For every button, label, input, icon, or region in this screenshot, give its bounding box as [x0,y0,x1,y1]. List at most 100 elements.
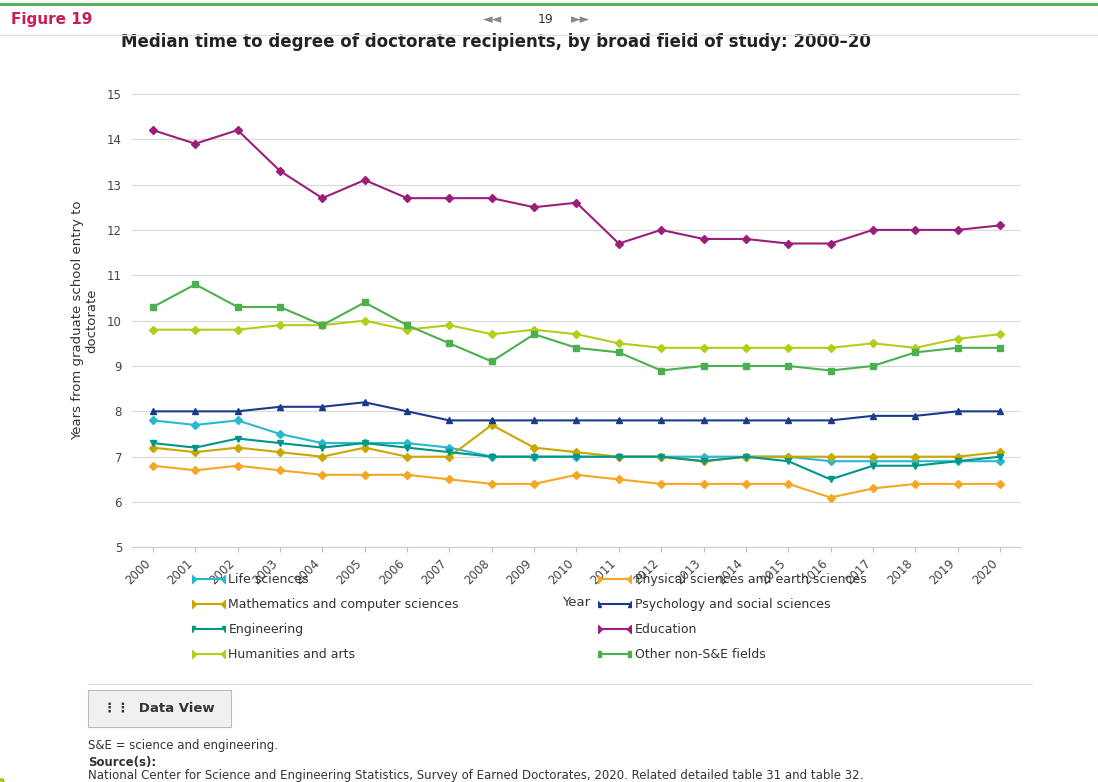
Physical sciences and earth sciences [782,479,795,489]
Education [273,167,287,176]
Mathematics and computer sciences [401,452,414,461]
Text: Source(s):: Source(s): [88,756,156,769]
Education [697,235,710,244]
Humanities and arts [866,339,879,348]
Text: Figure 19: Figure 19 [11,12,92,27]
Other non-S&E fields [994,343,1007,353]
Other non-S&E fields [231,303,244,312]
Engineering [909,461,922,471]
Engineering [189,443,202,452]
Engineering [951,457,964,466]
Psychology and social sciences [527,416,540,425]
Mathematics and computer sciences [866,452,879,461]
Text: Psychology and social sciences: Psychology and social sciences [635,598,830,611]
Other non-S&E fields [146,303,159,312]
Text: Life sciences: Life sciences [228,573,309,586]
Physical sciences and earth sciences [358,470,371,479]
Mathematics and computer sciences [316,452,329,461]
Mathematics and computer sciences [782,452,795,461]
Psychology and social sciences [909,411,922,421]
Physical sciences and earth sciences [442,475,456,484]
Line: Psychology and social sciences: Psychology and social sciences [149,399,1004,424]
Mathematics and computer sciences [570,447,583,457]
Education [570,198,583,207]
Line: Engineering: Engineering [149,435,1004,482]
Psychology and social sciences [273,402,287,411]
Education [866,225,879,235]
Physical sciences and earth sciences [189,465,202,475]
Education [824,239,837,248]
Education [358,175,371,185]
Education [485,193,498,203]
Engineering [358,439,371,448]
Other non-S&E fields [401,321,414,330]
Mathematics and computer sciences [231,443,244,452]
Psychology and social sciences [866,411,879,421]
Life sciences [442,443,456,452]
Education [316,193,329,203]
Other non-S&E fields [654,366,668,375]
Mathematics and computer sciences [994,447,1007,457]
Humanities and arts [442,321,456,330]
Mathematics and computer sciences [442,452,456,461]
Engineering [824,475,837,484]
Other non-S&E fields [442,339,456,348]
Life sciences [994,457,1007,466]
Text: ⋮⋮  Data View: ⋮⋮ Data View [103,702,215,715]
Engineering [782,457,795,466]
Psychology and social sciences [824,416,837,425]
Other non-S&E fields [782,361,795,371]
Psychology and social sciences [358,397,371,407]
Psychology and social sciences [189,407,202,416]
Life sciences [358,439,371,448]
Text: ►►: ►► [571,13,591,26]
Humanities and arts [994,329,1007,339]
Life sciences [401,439,414,448]
Life sciences [697,452,710,461]
Physical sciences and earth sciences [697,479,710,489]
Physical sciences and earth sciences [824,493,837,502]
Life sciences [866,457,879,466]
Text: Mathematics and computer sciences: Mathematics and computer sciences [228,598,459,611]
Life sciences [570,452,583,461]
Text: Education: Education [635,623,697,636]
Line: Physical sciences and earth sciences: Physical sciences and earth sciences [150,463,1002,500]
Other non-S&E fields [358,298,371,307]
Mathematics and computer sciences [613,452,626,461]
Education [782,239,795,248]
Engineering [613,452,626,461]
Physical sciences and earth sciences [739,479,752,489]
Humanities and arts [485,329,498,339]
Life sciences [782,452,795,461]
Humanities and arts [951,334,964,343]
Psychology and social sciences [654,416,668,425]
Text: Engineering: Engineering [228,623,303,636]
Psychology and social sciences [739,416,752,425]
Physical sciences and earth sciences [231,461,244,471]
Education [146,125,159,135]
Psychology and social sciences [570,416,583,425]
Life sciences [146,416,159,425]
Line: Mathematics and computer sciences: Mathematics and computer sciences [150,422,1002,464]
Mathematics and computer sciences [273,447,287,457]
Mathematics and computer sciences [824,452,837,461]
Education [189,139,202,149]
Life sciences [951,457,964,466]
Other non-S&E fields [485,357,498,366]
Life sciences [485,452,498,461]
Text: ◄◄: ◄◄ [483,13,503,26]
Physical sciences and earth sciences [570,470,583,479]
Humanities and arts [824,343,837,353]
Y-axis label: Years from graduate school entry to
doctorate: Years from graduate school entry to doct… [70,201,99,440]
Mathematics and computer sciences [527,443,540,452]
Engineering [866,461,879,471]
Physical sciences and earth sciences [994,479,1007,489]
Mathematics and computer sciences [189,447,202,457]
Life sciences [654,452,668,461]
Other non-S&E fields [570,343,583,353]
Text: Physical sciences and earth sciences: Physical sciences and earth sciences [635,573,866,586]
Engineering [401,443,414,452]
Line: Education: Education [150,127,1002,246]
Engineering [654,452,668,461]
Line: Life sciences: Life sciences [150,418,1002,464]
